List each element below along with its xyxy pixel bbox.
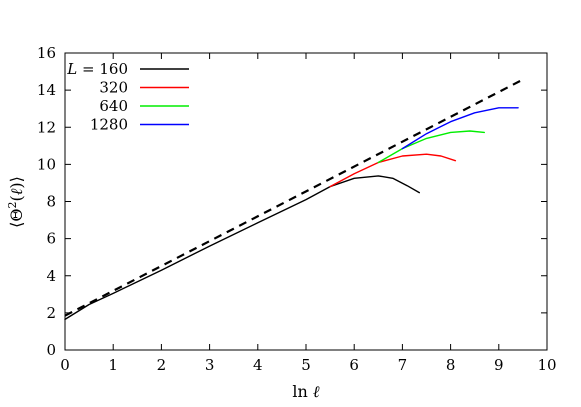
series-line-L160 [64, 175, 420, 321]
series-line-L640 [377, 130, 485, 164]
x-tick-label: 1 [108, 356, 118, 374]
x-tick-label: 8 [446, 356, 456, 374]
y-tick-label: 0 [46, 341, 56, 359]
x-tick-label: 5 [301, 356, 311, 374]
y-tick-label: 12 [37, 118, 56, 136]
y-tick-label: 8 [46, 193, 56, 211]
x-tick-label: 10 [537, 356, 556, 374]
y-axis-label: ⟨Θ2(ℓ)⟩ [6, 176, 26, 228]
series-line-L1280 [401, 107, 519, 150]
reference-dashed-line [64, 79, 522, 317]
y-tick-label: 2 [46, 304, 56, 322]
x-tick-label: 2 [157, 356, 167, 374]
x-tick-label: 0 [60, 356, 70, 374]
x-tick-label: 6 [349, 356, 359, 374]
y-tick-label: 10 [37, 155, 56, 173]
y-tick-label: 4 [46, 267, 56, 285]
series-line-L320 [329, 153, 457, 188]
y-tick-label: 16 [37, 44, 56, 62]
x-tick-label: 7 [398, 356, 408, 374]
x-axis-label: ln ℓ [292, 382, 320, 401]
legend-label-L320: 320 [99, 79, 128, 97]
y-tick-label: 6 [46, 230, 56, 248]
legend-label-L640: 640 [99, 97, 128, 115]
x-tick-label: 9 [494, 356, 504, 374]
y-tick-label: 14 [37, 81, 56, 99]
plot-frame [64, 52, 548, 351]
series-layer [64, 79, 522, 321]
legend-label-L1280: 1280 [90, 116, 128, 134]
x-tick-label: 4 [253, 356, 263, 374]
x-tick-label: 3 [205, 356, 215, 374]
legend-label-L160: L = 160 [66, 60, 128, 78]
